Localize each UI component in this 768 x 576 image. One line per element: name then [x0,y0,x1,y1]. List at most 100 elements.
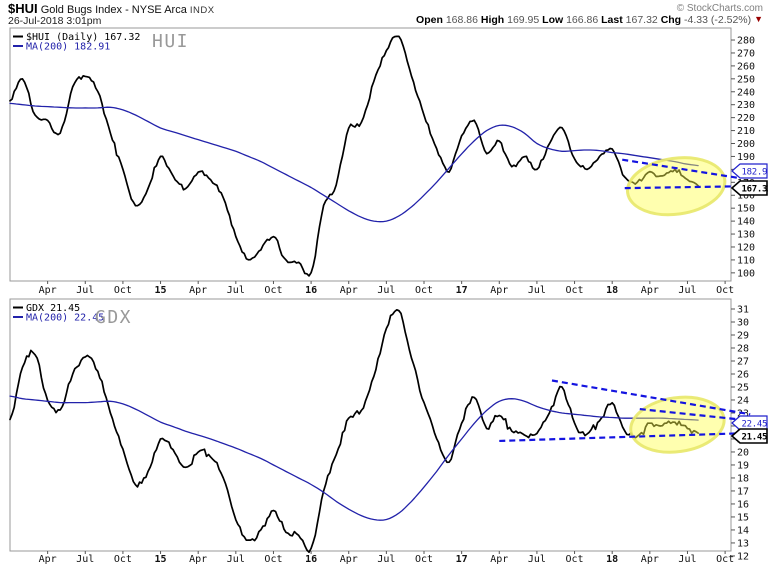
series-line-gdx [9,308,699,554]
x-tick-label: Apr [39,285,57,296]
y-tick-label: 210 [737,126,755,137]
legend-label: GDX 21.45 [26,303,80,314]
y-tick-label: 280 [737,36,755,47]
y-tick-label: 19 [737,460,749,471]
x-tick-label: Apr [490,554,508,565]
x-tick-label: Oct [566,285,584,296]
price-tag [731,415,768,431]
price-tag-label: 22.45 [742,420,768,430]
y-tick-label: 16 [737,499,749,510]
price-tag-label: 21.45 [742,433,768,443]
y-tick-label: 110 [737,255,755,266]
x-tick-label: Oct [114,554,132,565]
quote-bar: Open 168.86 High 169.95 Low 166.86 Last … [416,14,763,26]
y-tick-label: 150 [737,204,755,215]
plot-border [9,27,732,282]
y-tick-label: 160 [737,191,755,202]
header-line-1: $HUI Gold Bugs Index - NYSE Arca INDX [8,1,215,16]
y-tick-label: 100 [737,268,755,279]
y-tick-label: 14 [737,525,749,536]
trendline-dashed [499,432,747,443]
x-tick-label: Jul [76,285,94,296]
last-label: Last [601,14,623,26]
x-tick-label: Apr [340,554,358,565]
legend-label: MA(200) 22.45 [26,313,104,324]
index-name: Gold Bugs Index - NYSE Arca [40,4,187,16]
y-tick-label: 120 [737,242,755,253]
series-line-ma200 [9,395,699,521]
panel-watermark: GDX [95,307,132,328]
x-tick-label: Apr [340,285,358,296]
y-tick-label: 260 [737,61,755,72]
x-tick-label: 15 [155,554,167,565]
x-tick-label: 17 [456,285,468,296]
y-tick-label: 20 [737,447,749,458]
y-tick-label: 27 [737,356,749,367]
y-tick-label: 130 [737,230,755,241]
y-tick-label: 190 [737,152,755,163]
x-tick-label: 18 [606,285,618,296]
x-tick-label: Jul [377,554,395,565]
x-tick-label: Oct [415,554,433,565]
y-tick-label: 17 [737,486,749,497]
series-line-hui [9,35,699,277]
chg-value: -4.33 (-2.52%) [684,14,752,26]
panel-GDX: 3130292827262524232221201918171615141312… [9,298,768,565]
y-tick-label: 240 [737,87,755,98]
x-tick-label: Apr [39,554,57,565]
chg-label: Chg [660,14,682,26]
x-tick-label: Oct [114,285,132,296]
y-tick-label: 270 [737,48,755,59]
series-line-ma200 [9,102,699,223]
last-value: 167.32 [625,14,658,26]
high-label: High [480,14,505,26]
highlight-ellipse [629,395,726,454]
x-tick-label: Jul [227,285,245,296]
x-tick-label: Oct [264,285,282,296]
y-tick-label: 26 [737,369,749,380]
x-tick-label: Jul [528,554,546,565]
x-tick-label: 16 [305,554,317,565]
y-tick-label: 220 [737,113,755,124]
x-tick-label: Apr [189,285,207,296]
y-tick-label: 29 [737,331,749,342]
x-tick-label: Oct [566,554,584,565]
x-tick-label: Oct [415,285,433,296]
x-tick-label: 15 [155,285,167,296]
down-triangle-icon: ▼ [754,14,763,24]
x-tick-label: Jul [678,554,696,565]
high-value: 169.95 [507,14,540,26]
x-tick-label: Jul [528,285,546,296]
open-value: 168.86 [445,14,478,26]
y-tick-label: 18 [737,473,749,484]
price-tag [731,163,768,179]
x-tick-label: Apr [189,554,207,565]
low-label: Low [542,14,564,26]
x-tick-label: Jul [76,554,94,565]
low-value: 166.86 [566,14,599,26]
trendline-dashed [551,379,751,416]
panel-HUI: 2802702602502402302202102001901801701601… [9,27,768,296]
x-tick-label: Oct [716,285,734,296]
x-tick-label: Jul [678,285,696,296]
y-tick-label: 25 [737,382,749,393]
trendline-dashed [639,407,747,422]
symbol: $HUI [8,1,38,16]
y-tick-label: 250 [737,74,755,85]
trendline-dashed [624,185,738,190]
price-tag [730,180,768,196]
plot-border [9,298,732,552]
datetime: 26-Jul-2018 3:01pm [8,15,102,27]
y-tick-label: 30 [737,318,749,329]
x-tick-label: Apr [490,285,508,296]
y-tick-label: 140 [737,217,755,228]
y-tick-label: 200 [737,139,755,150]
highlight-ellipse [625,156,727,217]
x-tick-label: Jul [377,285,395,296]
price-tag [730,428,768,444]
legend-label: MA(200) 182.91 [26,42,110,53]
y-tick-label: 230 [737,100,755,111]
x-tick-label: 17 [456,554,468,565]
